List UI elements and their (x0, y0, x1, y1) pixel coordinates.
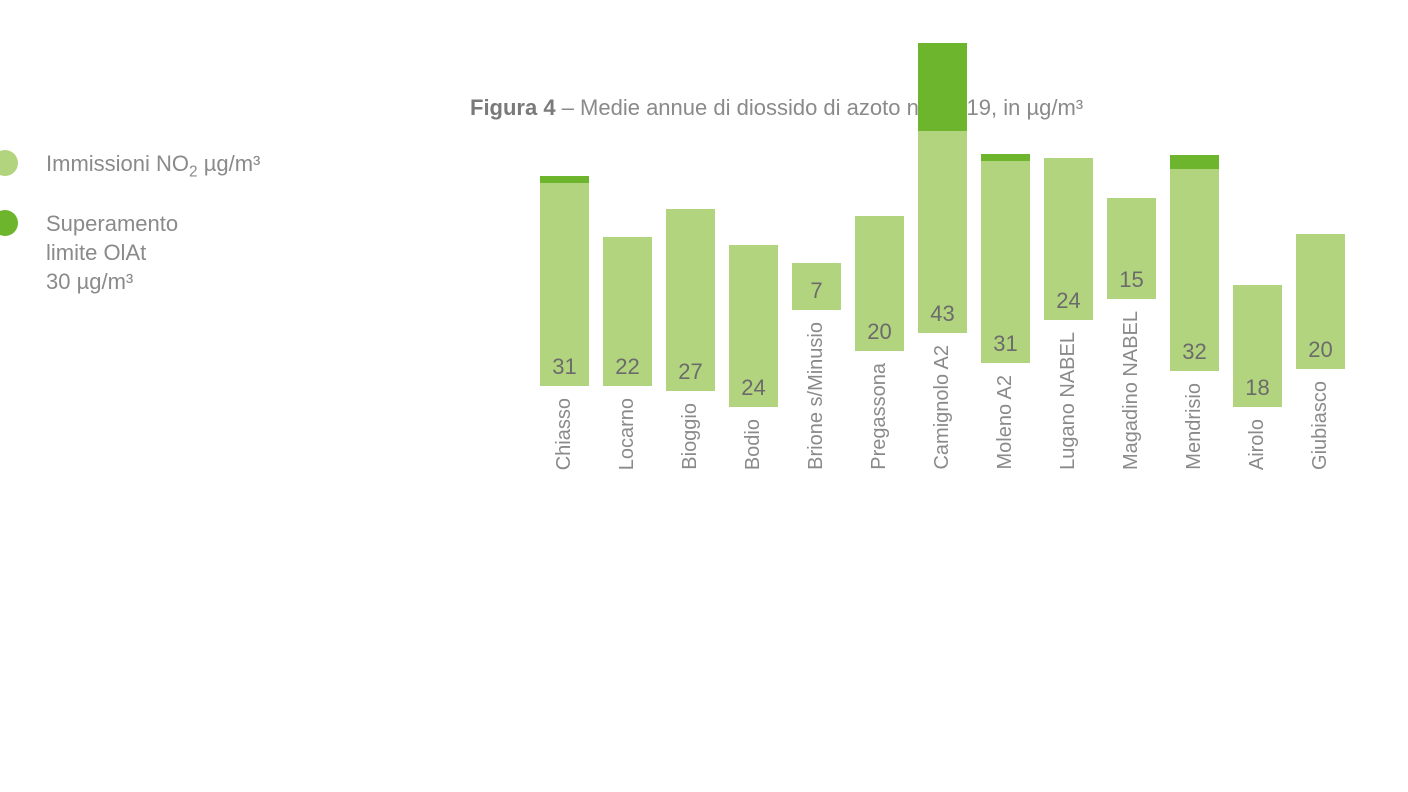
bar-base-segment: 18 (1233, 285, 1282, 407)
bar-stack: 31 (540, 176, 589, 385)
bar-value-label: 18 (1233, 375, 1282, 401)
bar-base-segment: 20 (1296, 234, 1345, 369)
bar-over-segment (918, 43, 967, 131)
bar-base-segment: 31 (540, 183, 589, 386)
bar-stack: 32 (1170, 155, 1219, 371)
bar-category-label: Bioggio (679, 403, 702, 470)
legend-swatch-light (0, 150, 18, 176)
bar-base-segment: 27 (666, 209, 715, 391)
bar-stack: 18 (1233, 285, 1282, 407)
bar-column: 7 Brione s/Minusio (792, 263, 841, 470)
bar-column: 22 Locarno (603, 237, 652, 470)
bar-category-label: Locarno (616, 398, 639, 470)
bar-base-segment: 32 (1170, 169, 1219, 372)
bar-value-label: 20 (855, 319, 904, 345)
bar-category-label: Mendrisio (1183, 383, 1206, 470)
bar-category-label: Bodio (742, 419, 765, 470)
bar-column: 31 Moleno A2 (981, 154, 1030, 470)
bar-over-segment (540, 176, 589, 183)
bar-base-segment: 20 (855, 216, 904, 351)
bar-stack: 15 (1107, 198, 1156, 299)
bar-over-segment (1170, 155, 1219, 169)
bar-base-segment: 22 (603, 237, 652, 386)
title-bold: Figura 4 (470, 95, 556, 120)
legend-label-superamento: Superamentolimite OlAt30 µg/m³ (46, 210, 178, 296)
bar-stack: 22 (603, 237, 652, 386)
bar-column: 43 Camignolo A2 (918, 43, 967, 470)
title-rest: – Medie annue di diossido di azoto nel 2… (556, 95, 1084, 120)
legend-swatch-dark (0, 210, 18, 236)
bar-category-label: Chiasso (553, 398, 576, 470)
bar-value-label: 43 (918, 301, 967, 327)
bar-base-segment: 31 (981, 161, 1030, 364)
bar-category-label: Giubiasco (1309, 381, 1332, 470)
bars-container: 31 Chiasso 22 Locarno 27 Bioggio 24 Bodio 7 Brion… (540, 180, 1350, 470)
bar-category-label: Airolo (1246, 419, 1269, 470)
bar-column: 32 Mendrisio (1170, 155, 1219, 470)
bar-column: 20 Giubiasco (1296, 234, 1345, 470)
bar-column: 18 Airolo (1233, 285, 1282, 470)
bar-value-label: 24 (1044, 288, 1093, 314)
bar-stack: 20 (1296, 234, 1345, 369)
bar-stack: 31 (981, 154, 1030, 363)
bar-chart: 31 Chiasso 22 Locarno 27 Bioggio 24 Bodio 7 Brion… (540, 180, 1350, 680)
legend: Immissioni NO2 µg/m³ Superamentolimite O… (0, 150, 260, 324)
bar-column: 24 Bodio (729, 245, 778, 470)
bar-base-segment: 15 (1107, 198, 1156, 299)
bar-column: 27 Bioggio (666, 209, 715, 470)
bar-base-segment: 24 (1044, 158, 1093, 320)
bar-value-label: 32 (1170, 339, 1219, 365)
bar-stack: 24 (1044, 158, 1093, 320)
bar-category-label: Lugano NABEL (1057, 332, 1080, 470)
bar-column: 24 Lugano NABEL (1044, 158, 1093, 470)
legend-label-immissioni: Immissioni NO2 µg/m³ (46, 150, 260, 182)
bar-stack: 27 (666, 209, 715, 391)
bar-value-label: 15 (1107, 267, 1156, 293)
bar-base-segment: 24 (729, 245, 778, 407)
bar-value-label: 31 (981, 331, 1030, 357)
bar-category-label: Brione s/Minusio (805, 322, 828, 470)
bar-category-label: Moleno A2 (994, 375, 1017, 470)
bar-stack: 43 (918, 43, 967, 333)
bar-value-label: 31 (540, 354, 589, 380)
bar-value-label: 27 (666, 359, 715, 385)
bar-stack: 24 (729, 245, 778, 407)
bar-value-label: 20 (1296, 337, 1345, 363)
bar-value-label: 24 (729, 375, 778, 401)
bar-category-label: Camignolo A2 (931, 345, 954, 470)
bar-column: 31 Chiasso (540, 176, 589, 470)
legend-item-immissioni: Immissioni NO2 µg/m³ (0, 150, 260, 182)
chart-title: Figura 4 – Medie annue di diossido di az… (470, 95, 1083, 121)
bar-column: 20 Pregassona (855, 216, 904, 470)
bar-value-label: 22 (603, 354, 652, 380)
bar-category-label: Magadino NABEL (1120, 311, 1143, 470)
bar-column: 15 Magadino NABEL (1107, 198, 1156, 470)
bar-category-label: Pregassona (868, 363, 891, 470)
bar-value-label: 7 (792, 278, 841, 304)
bar-over-segment (981, 154, 1030, 161)
legend-item-superamento: Superamentolimite OlAt30 µg/m³ (0, 210, 260, 296)
bar-stack: 20 (855, 216, 904, 351)
bar-base-segment: 43 (918, 131, 967, 334)
bar-stack: 7 (792, 263, 841, 310)
bar-base-segment: 7 (792, 263, 841, 310)
